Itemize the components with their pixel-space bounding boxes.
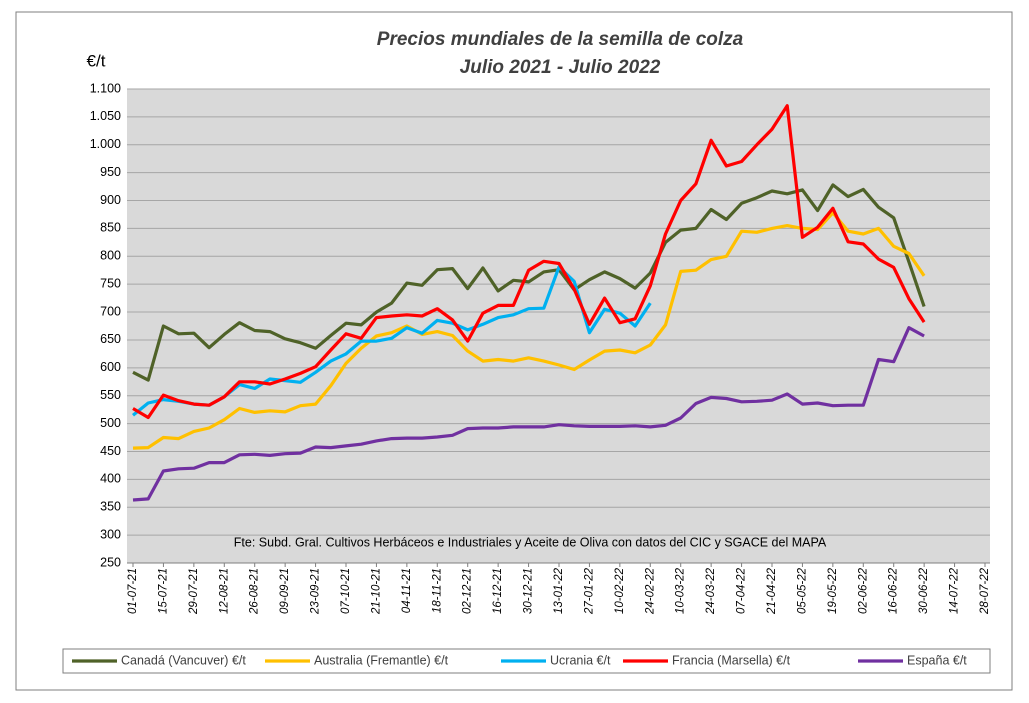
legend-label: España €/t [907,653,967,667]
x-tick-label: 24-03-22 [705,567,717,615]
x-tick-label: 16-06-22 [888,567,900,614]
legend-label: Canadá (Vancuver) €/t [121,653,246,667]
y-tick-label: 700 [100,304,121,318]
x-tick-label: 19-05-22 [827,567,839,614]
x-tick-label: 10-03-22 [675,567,687,614]
x-tick-label: 21-10-21 [370,568,382,615]
y-tick-label: 600 [100,360,121,374]
x-tick-label: 26-08-21 [249,568,261,615]
legend-label: Francia (Marsella) €/t [672,653,791,667]
y-tick-label: 1.100 [90,81,121,95]
x-tick-label: 23-09-21 [310,568,322,615]
series-line [132,104,926,420]
x-tick-label: 02-06-22 [857,567,869,614]
x-tick-label: 07-04-22 [736,567,748,614]
x-tick-label: 27-01-22 [583,567,595,615]
x-tick-label: 15-07-21 [157,568,169,614]
x-tick-label: 21-04-22 [766,567,778,615]
y-tick-label: 1.050 [90,109,121,123]
x-tick-label: 01-07-21 [127,568,139,614]
y-tick-label: 1.000 [90,137,121,151]
y-tick-label: 850 [100,221,121,235]
y-tick-label: 800 [100,249,121,263]
x-tick-label: 28-07-22 [979,567,991,615]
series-line [132,183,926,382]
x-tick-label: 30-12-21 [523,568,535,614]
y-tick-label: 350 [100,500,121,514]
x-tick-label: 29-07-21 [188,568,200,615]
x-tick-label: 24-02-22 [644,567,656,615]
x-tick-label: 18-11-21 [431,568,443,613]
legend-label: Ucrania €/t [550,653,611,667]
x-tick-label: 13-01-22 [553,567,565,614]
y-tick-label: 450 [100,444,121,458]
x-tick-label: 07-10-21 [340,568,352,614]
series-line [132,326,925,502]
x-tick-label: 02-12-21 [462,568,474,614]
x-tick-label: 16-12-21 [492,568,504,614]
y-tick-label: 250 [100,555,121,569]
x-tick-label: 12-08-21 [218,568,230,614]
chart-subtitle: Julio 2021 - Julio 2022 [460,57,661,78]
x-tick-label: 09-09-21 [279,568,291,614]
x-tick-label: 10-02-22 [614,567,626,614]
x-tick-label: 14-07-22 [949,567,961,614]
y-tick-label: 950 [100,165,121,179]
x-tick-label: 05-05-22 [796,567,808,614]
y-tick-label: 650 [100,332,121,346]
x-tick-label: 04-11-21 [401,568,413,613]
annotation: Fte: Subd. Gral. Cultivos Herbáceos e In… [234,535,827,549]
y-tick-label: 300 [100,527,121,541]
plot-area [127,89,990,563]
x-tick-label: 30-06-22 [918,567,930,614]
series-line [132,211,926,450]
y-tick-label: 500 [100,416,121,430]
legend-label: Australia (Fremantle) €/t [314,653,449,667]
y-axis-label: €/t [87,51,106,70]
chart-title: Precios mundiales de la semilla de colza [377,29,744,50]
y-tick-label: 550 [100,388,121,402]
y-tick-label: 900 [100,193,121,207]
y-tick-label: 750 [100,276,121,290]
y-tick-label: 400 [100,472,121,486]
